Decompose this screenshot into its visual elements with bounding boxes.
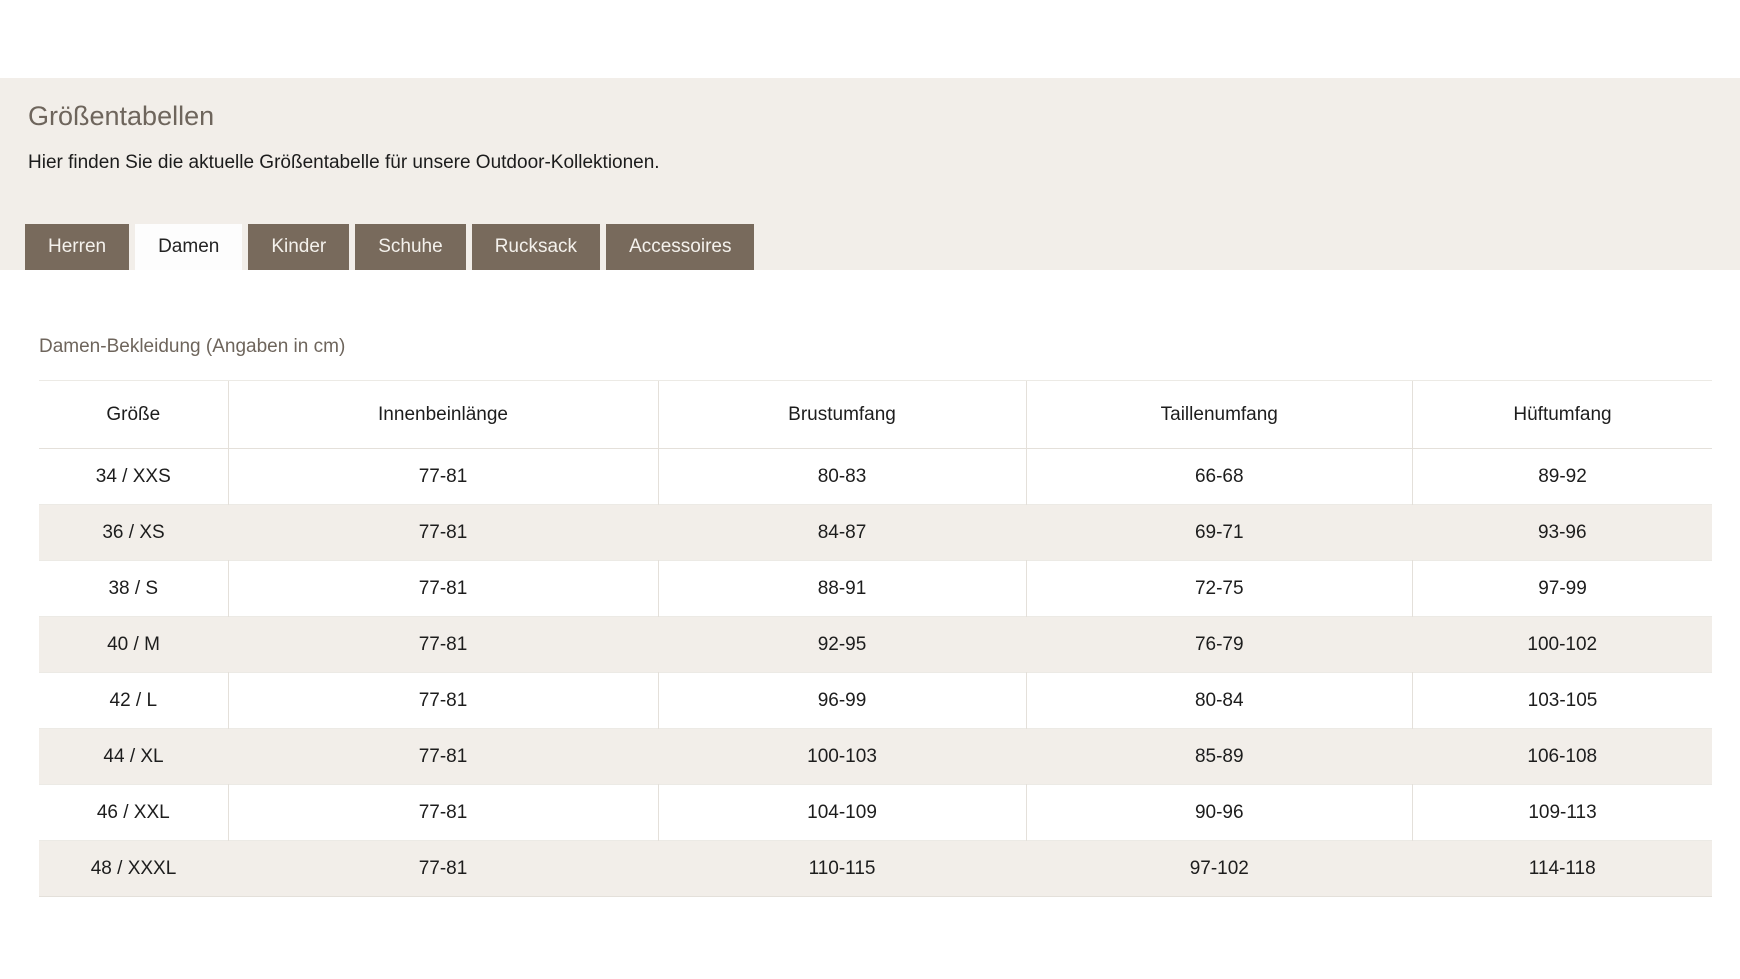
tab-damen[interactable]: Damen — [135, 224, 243, 270]
measurement-cell: 80-83 — [657, 448, 1027, 505]
size-label-cell: 46 / XXL — [96, 801, 170, 823]
measurement-cell: 100-102 — [1527, 633, 1598, 655]
size-label-cell: 48 / XXXL — [90, 857, 177, 879]
measurement-cell: 104-109 — [657, 784, 1027, 841]
main-content: Damen-Bekleidung (Angaben in cm) Größe In… — [0, 336, 1740, 897]
page-title: Größentabellen — [28, 101, 215, 131]
table-row: 38 / S 77-81 88-91 72-75 97-99 — [39, 560, 1712, 617]
measurement-cell: 109-113 — [1412, 784, 1712, 841]
size-label-cell: 36 / XS — [102, 521, 165, 543]
header-text-block: Größentabellen Hier finden Sie die aktue… — [0, 78, 1740, 174]
measurement-cell: 76-79 — [1194, 633, 1244, 655]
section-heading: Damen-Bekleidung (Angaben in cm) — [39, 336, 346, 357]
measurement-cell: 77-81 — [418, 857, 468, 879]
measurement-cell: 110-115 — [808, 857, 876, 879]
measurement-cell: 72-75 — [1025, 560, 1413, 617]
tab-kinder[interactable]: Kinder — [248, 224, 350, 270]
table-header-row: Größe Innenbeinlänge Brustumfang Taillenumf… — [39, 380, 1712, 449]
column-header-innenbeinlaenge: Innenbeinlänge — [227, 380, 658, 449]
column-header-hueftumfang: Hüftumfang — [1412, 380, 1712, 449]
measurement-cell: 66-68 — [1025, 448, 1413, 505]
table-row: 40 / M 77-81 92-95 76-79 100-102 — [39, 616, 1712, 673]
size-label-cell: 38 / S — [108, 577, 159, 599]
measurement-cell: 77-81 — [227, 448, 658, 505]
size-label-cell: 44 / XL — [103, 745, 164, 767]
measurement-cell: 89-92 — [1412, 448, 1712, 505]
measurement-cell: 80-84 — [1025, 672, 1413, 729]
measurement-cell: 100-103 — [807, 745, 877, 767]
measurement-cell: 69-71 — [1194, 521, 1244, 543]
table-row: 36 / XS 77-81 84-87 69-71 93-96 — [39, 504, 1712, 561]
tab-accessoires[interactable]: Accessoires — [606, 224, 755, 270]
tab-schuhe[interactable]: Schuhe — [355, 224, 466, 270]
measurement-cell: 77-81 — [227, 672, 658, 729]
tab-herren[interactable]: Herren — [25, 224, 130, 270]
measurement-cell: 77-81 — [418, 633, 468, 655]
tab-rucksack[interactable]: Rucksack — [471, 224, 601, 270]
size-label-cell: 40 / M — [107, 633, 160, 655]
measurement-cell: 106-108 — [1527, 745, 1598, 767]
measurement-cell: 96-99 — [657, 672, 1027, 729]
measurement-cell: 90-96 — [1025, 784, 1413, 841]
measurement-cell: 93-96 — [1537, 521, 1587, 543]
measurement-cell: 85-89 — [1194, 745, 1244, 767]
column-header-brustumfang: Brustumfang — [657, 380, 1027, 449]
size-label-cell: 34 / XXS — [95, 465, 171, 487]
measurement-cell: 114-118 — [1528, 857, 1596, 879]
column-header-taillenumfang: Taillenumfang — [1025, 380, 1413, 449]
top-whitespace — [0, 0, 1740, 78]
page-header: Größentabellen Hier finden Sie die aktue… — [0, 78, 1740, 270]
measurement-cell: 103-105 — [1412, 672, 1712, 729]
table-row: 34 / XXS 77-81 80-83 66-68 89-92 — [39, 448, 1712, 505]
column-header-groesse: Größe — [39, 380, 229, 449]
measurement-cell: 97-99 — [1412, 560, 1712, 617]
size-table: Größe Innenbeinlänge Brustumfang Taillenumf… — [39, 380, 1712, 897]
table-row: 44 / XL 77-81 100-103 85-89 106-108 — [39, 728, 1712, 785]
measurement-cell: 92-95 — [817, 633, 867, 655]
table-row: 48 / XXXL 77-81 110-115 97-102 114-118 — [39, 840, 1712, 897]
measurement-cell: 84-87 — [817, 521, 867, 543]
table-row: 46 / XXL 77-81 104-109 90-96 109-113 — [39, 784, 1712, 841]
measurement-cell: 97-102 — [1189, 857, 1249, 879]
table-row: 42 / L 77-81 96-99 80-84 103-105 — [39, 672, 1712, 729]
measurement-cell: 88-91 — [657, 560, 1027, 617]
measurement-cell: 77-81 — [227, 784, 658, 841]
measurement-cell: 77-81 — [227, 560, 658, 617]
measurement-cell: 77-81 — [418, 745, 468, 767]
category-tabs: Herren Damen Kinder Schuhe Rucksack Accessoir… — [25, 224, 755, 270]
measurement-cell: 77-81 — [418, 521, 468, 543]
size-label-cell: 42 / L — [109, 689, 158, 711]
page-subtitle: Hier finden Sie die aktuelle Größentabel… — [28, 152, 660, 173]
